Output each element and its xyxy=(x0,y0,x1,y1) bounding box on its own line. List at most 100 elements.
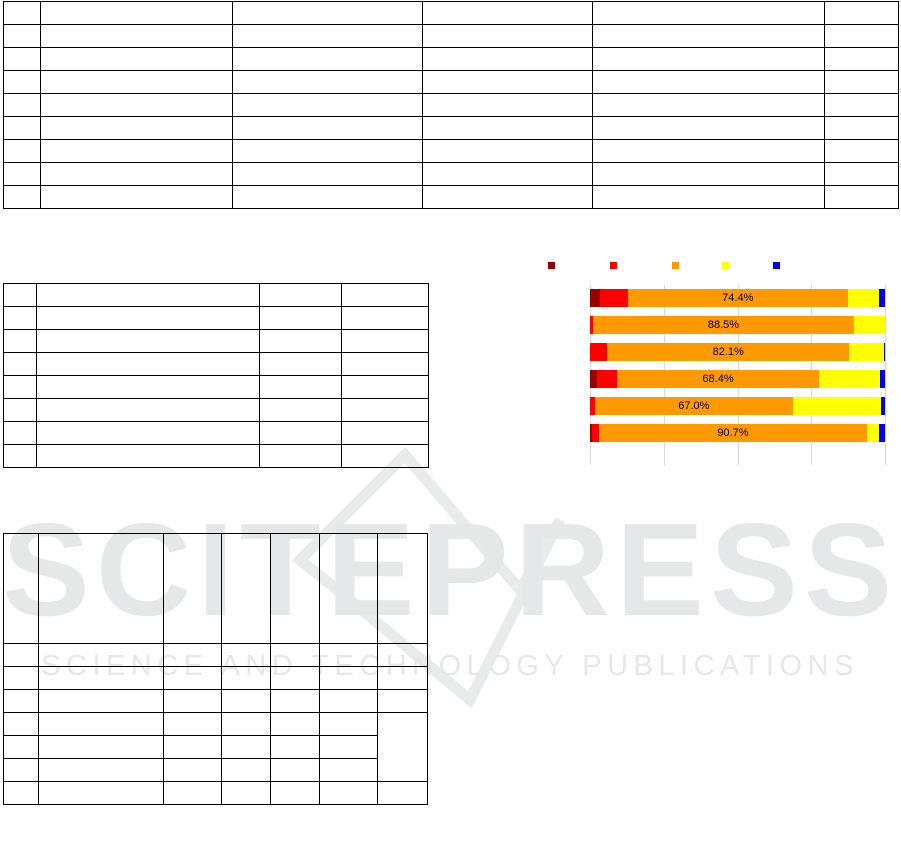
bar-segment-series-2 xyxy=(590,316,593,334)
table-cell xyxy=(422,47,593,71)
table-cell xyxy=(259,398,342,422)
table-cell xyxy=(232,162,423,186)
bar-segment-series-4 xyxy=(818,370,880,388)
bar-value-label: 82.1% xyxy=(712,346,744,358)
bar-segment-series-4 xyxy=(792,397,882,415)
table-cell xyxy=(40,47,233,71)
bar-row xyxy=(590,370,885,388)
table-cell xyxy=(259,306,342,330)
table-row xyxy=(3,93,899,117)
bar-segment-series-4 xyxy=(849,343,885,361)
table-cell xyxy=(376,666,429,690)
table-cell xyxy=(376,689,429,713)
table-cell xyxy=(3,421,37,445)
table-cell xyxy=(36,283,260,307)
table-row xyxy=(3,185,899,209)
table-cell xyxy=(220,781,271,805)
table-cell xyxy=(259,444,342,468)
table-cell xyxy=(824,1,899,25)
table-cell xyxy=(319,758,378,782)
table-cell xyxy=(40,93,233,117)
table-cell xyxy=(232,47,423,71)
table-cell xyxy=(422,1,593,25)
table-cell xyxy=(37,643,165,667)
table-cell xyxy=(422,116,593,140)
table-cell xyxy=(3,70,41,94)
table-cell xyxy=(232,70,423,94)
table-cell xyxy=(259,352,342,376)
table-cell xyxy=(40,139,233,163)
bar-segment-series-5 xyxy=(879,370,885,388)
table-cell xyxy=(3,712,39,736)
table-cell xyxy=(3,375,37,399)
bar-segment-series-5 xyxy=(878,424,885,442)
table-cell xyxy=(259,283,342,307)
table-row xyxy=(3,306,429,330)
table-cell xyxy=(3,643,39,667)
table-cell xyxy=(259,375,342,399)
table-cell xyxy=(341,398,429,422)
table-row xyxy=(3,735,428,759)
table-row xyxy=(3,398,429,422)
table-row xyxy=(3,162,899,186)
table-cell xyxy=(37,735,165,759)
table-cell xyxy=(3,1,41,25)
table-cell xyxy=(163,735,222,759)
bar-segment-series-5 xyxy=(881,397,885,415)
table-row xyxy=(3,283,429,307)
table-cell xyxy=(269,689,321,713)
table-cell xyxy=(341,421,429,445)
bar-segment-series-2 xyxy=(590,397,595,415)
legend-swatch-3 xyxy=(672,262,679,269)
table-cell xyxy=(220,689,271,713)
table-cell xyxy=(3,352,37,376)
table-cell xyxy=(220,533,271,644)
table-cell xyxy=(259,421,342,445)
table-cell xyxy=(3,666,39,690)
legend-swatch-4 xyxy=(722,262,729,269)
table-cell xyxy=(3,398,37,422)
table-cell xyxy=(376,712,429,782)
table-cell xyxy=(36,398,260,422)
table-row xyxy=(3,666,429,690)
table-cell xyxy=(824,116,899,140)
table-cell xyxy=(40,162,233,186)
table-cell xyxy=(592,139,825,163)
table-cell xyxy=(36,421,260,445)
table-cell xyxy=(422,24,593,48)
table-cell xyxy=(40,1,233,25)
table-cell xyxy=(824,162,899,186)
table-cell xyxy=(163,758,222,782)
table-cell xyxy=(36,306,260,330)
table-cell xyxy=(3,283,37,307)
table-cell xyxy=(376,781,429,805)
bar-segment-series-3 xyxy=(595,397,793,415)
table-cell xyxy=(592,162,825,186)
chart-plot-area: 74.4% 88.5% 82.1% 68.4% 67.0% 90.7% xyxy=(590,285,886,465)
table-cell xyxy=(40,70,233,94)
table-cell xyxy=(36,444,260,468)
table-cell xyxy=(319,712,378,736)
table-row xyxy=(3,712,429,782)
table-cell xyxy=(376,533,429,644)
table-cell xyxy=(3,533,39,644)
gridline-100 xyxy=(885,285,886,465)
bar-row xyxy=(590,289,885,307)
table-cell xyxy=(269,643,321,667)
table-cell xyxy=(3,162,41,186)
bar-segment-series-2 xyxy=(597,370,618,388)
table-cell xyxy=(163,689,222,713)
table-row xyxy=(3,70,899,94)
bar-segment-series-1 xyxy=(590,289,601,307)
table-row xyxy=(3,533,429,644)
table-cell xyxy=(592,93,825,117)
table-cell xyxy=(422,139,593,163)
table-cell xyxy=(422,70,593,94)
table-cell xyxy=(319,735,378,759)
table-cell xyxy=(232,1,423,25)
table-cell xyxy=(3,116,41,140)
bar-segment-series-2 xyxy=(590,343,608,361)
table-cell xyxy=(319,781,378,805)
table-cell xyxy=(592,47,825,71)
bar-row xyxy=(590,343,885,361)
